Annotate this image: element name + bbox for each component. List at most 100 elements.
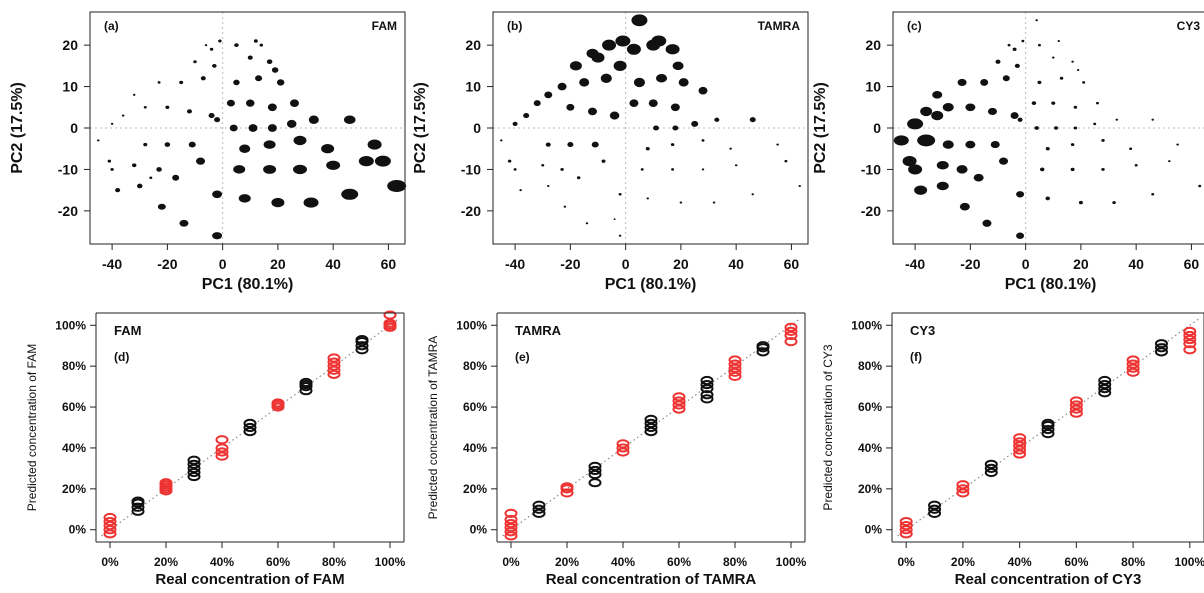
data-point: [631, 14, 648, 27]
x-tick-label: 40: [1128, 256, 1144, 272]
data-point: [670, 103, 680, 112]
y-axis-label: Predicted concentration of FAM: [25, 344, 39, 511]
red-point: [728, 355, 742, 365]
data-point: [914, 185, 928, 195]
x-tick-label: 0%: [502, 555, 520, 569]
data-point: [212, 190, 223, 199]
data-point: [579, 78, 590, 87]
y-tick-label: 80%: [463, 359, 487, 373]
data-point: [253, 39, 258, 43]
red-point: [616, 439, 630, 449]
y-tick-label: -10: [861, 161, 881, 177]
panel-e: 0% 0% 20% 20% 40% 40% 60% 60% 80% 80% 100% 100% TAMR…: [426, 312, 807, 588]
data-point: [263, 140, 276, 149]
red-point: [1183, 345, 1197, 355]
data-point: [157, 203, 166, 210]
data-point: [569, 61, 582, 71]
data-point: [266, 59, 273, 65]
black-point: [588, 478, 602, 488]
black-point: [700, 375, 714, 386]
data-point: [749, 117, 756, 123]
data-point: [246, 99, 255, 107]
data-point: [917, 134, 936, 147]
data-point: [374, 155, 391, 167]
data-point: [271, 67, 279, 73]
data-point: [633, 77, 645, 88]
data-point: [1129, 147, 1133, 150]
data-point: [576, 176, 581, 180]
red-point: [1183, 326, 1197, 337]
black-point: [984, 463, 998, 473]
data-point: [214, 117, 221, 123]
data-point: [712, 201, 716, 204]
data-point: [1073, 126, 1078, 130]
data-point: [965, 140, 976, 149]
data-point: [1115, 118, 1119, 121]
data-point: [1051, 101, 1056, 105]
data-point: [186, 109, 192, 114]
black-point: [355, 341, 369, 351]
y-axis-label: Predicted concentration of CY3: [821, 344, 835, 510]
black-point: [756, 347, 770, 357]
data-point: [645, 147, 650, 151]
data-point: [321, 144, 335, 154]
data-point: [1176, 143, 1179, 146]
black-point: [1041, 424, 1055, 435]
y-axis-label: Predicted concentration of TAMRA: [426, 336, 440, 520]
x-tick-label: 60: [1184, 256, 1200, 272]
data-point: [670, 143, 675, 147]
data-point: [247, 55, 253, 60]
x-tick-label: 100%: [375, 555, 406, 569]
data-point: [1016, 232, 1025, 239]
data-point: [143, 106, 147, 109]
y-axis-label: PC2 (17.5%): [9, 82, 26, 174]
black-point: [700, 394, 714, 404]
y-tick-label: -20: [58, 203, 78, 219]
data-point: [1054, 126, 1059, 130]
data-point: [358, 156, 374, 167]
data-point: [267, 103, 277, 112]
x-tick-label: 20: [270, 256, 286, 272]
y-tick-label: 0%: [470, 523, 488, 537]
data-point: [544, 91, 553, 99]
data-point: [1078, 200, 1083, 205]
data-point: [798, 184, 801, 188]
black-point: [588, 465, 602, 476]
data-point: [1070, 143, 1075, 147]
dye-label: CY3: [1177, 19, 1201, 33]
x-tick-label: -20: [960, 256, 980, 272]
data-point: [980, 79, 989, 86]
y-axis-label: PC2 (17.5%): [412, 82, 429, 174]
data-point: [936, 161, 949, 170]
x-tick-label: 0%: [898, 555, 916, 569]
identity-line: [101, 318, 399, 537]
black-point: [131, 502, 145, 512]
red-point: [899, 516, 913, 527]
x-tick-label: 80%: [1121, 555, 1145, 569]
data-point: [1052, 56, 1055, 59]
data-point: [1045, 196, 1050, 201]
red-point: [271, 398, 285, 408]
data-point: [196, 157, 206, 165]
y-tick-label: 20%: [62, 482, 86, 496]
data-point: [149, 176, 153, 179]
data-point: [523, 113, 530, 119]
data-point: [714, 117, 720, 122]
data-point: [233, 79, 240, 86]
x-tick-label: 80%: [723, 555, 747, 569]
data-point: [1093, 122, 1097, 126]
data-point: [956, 165, 968, 174]
data-point: [248, 124, 258, 132]
data-point: [512, 121, 518, 126]
data-point: [932, 91, 943, 99]
data-point: [651, 35, 667, 47]
panel-label: (a): [104, 19, 119, 33]
data-point: [563, 205, 567, 208]
red-point: [504, 514, 518, 525]
x-tick-label: 0: [1022, 256, 1030, 272]
data-point: [1168, 160, 1171, 163]
y-tick-label: 80%: [858, 359, 882, 373]
dye-label: TAMRA: [515, 323, 562, 338]
black-point: [1154, 339, 1168, 349]
data-point: [907, 118, 924, 130]
